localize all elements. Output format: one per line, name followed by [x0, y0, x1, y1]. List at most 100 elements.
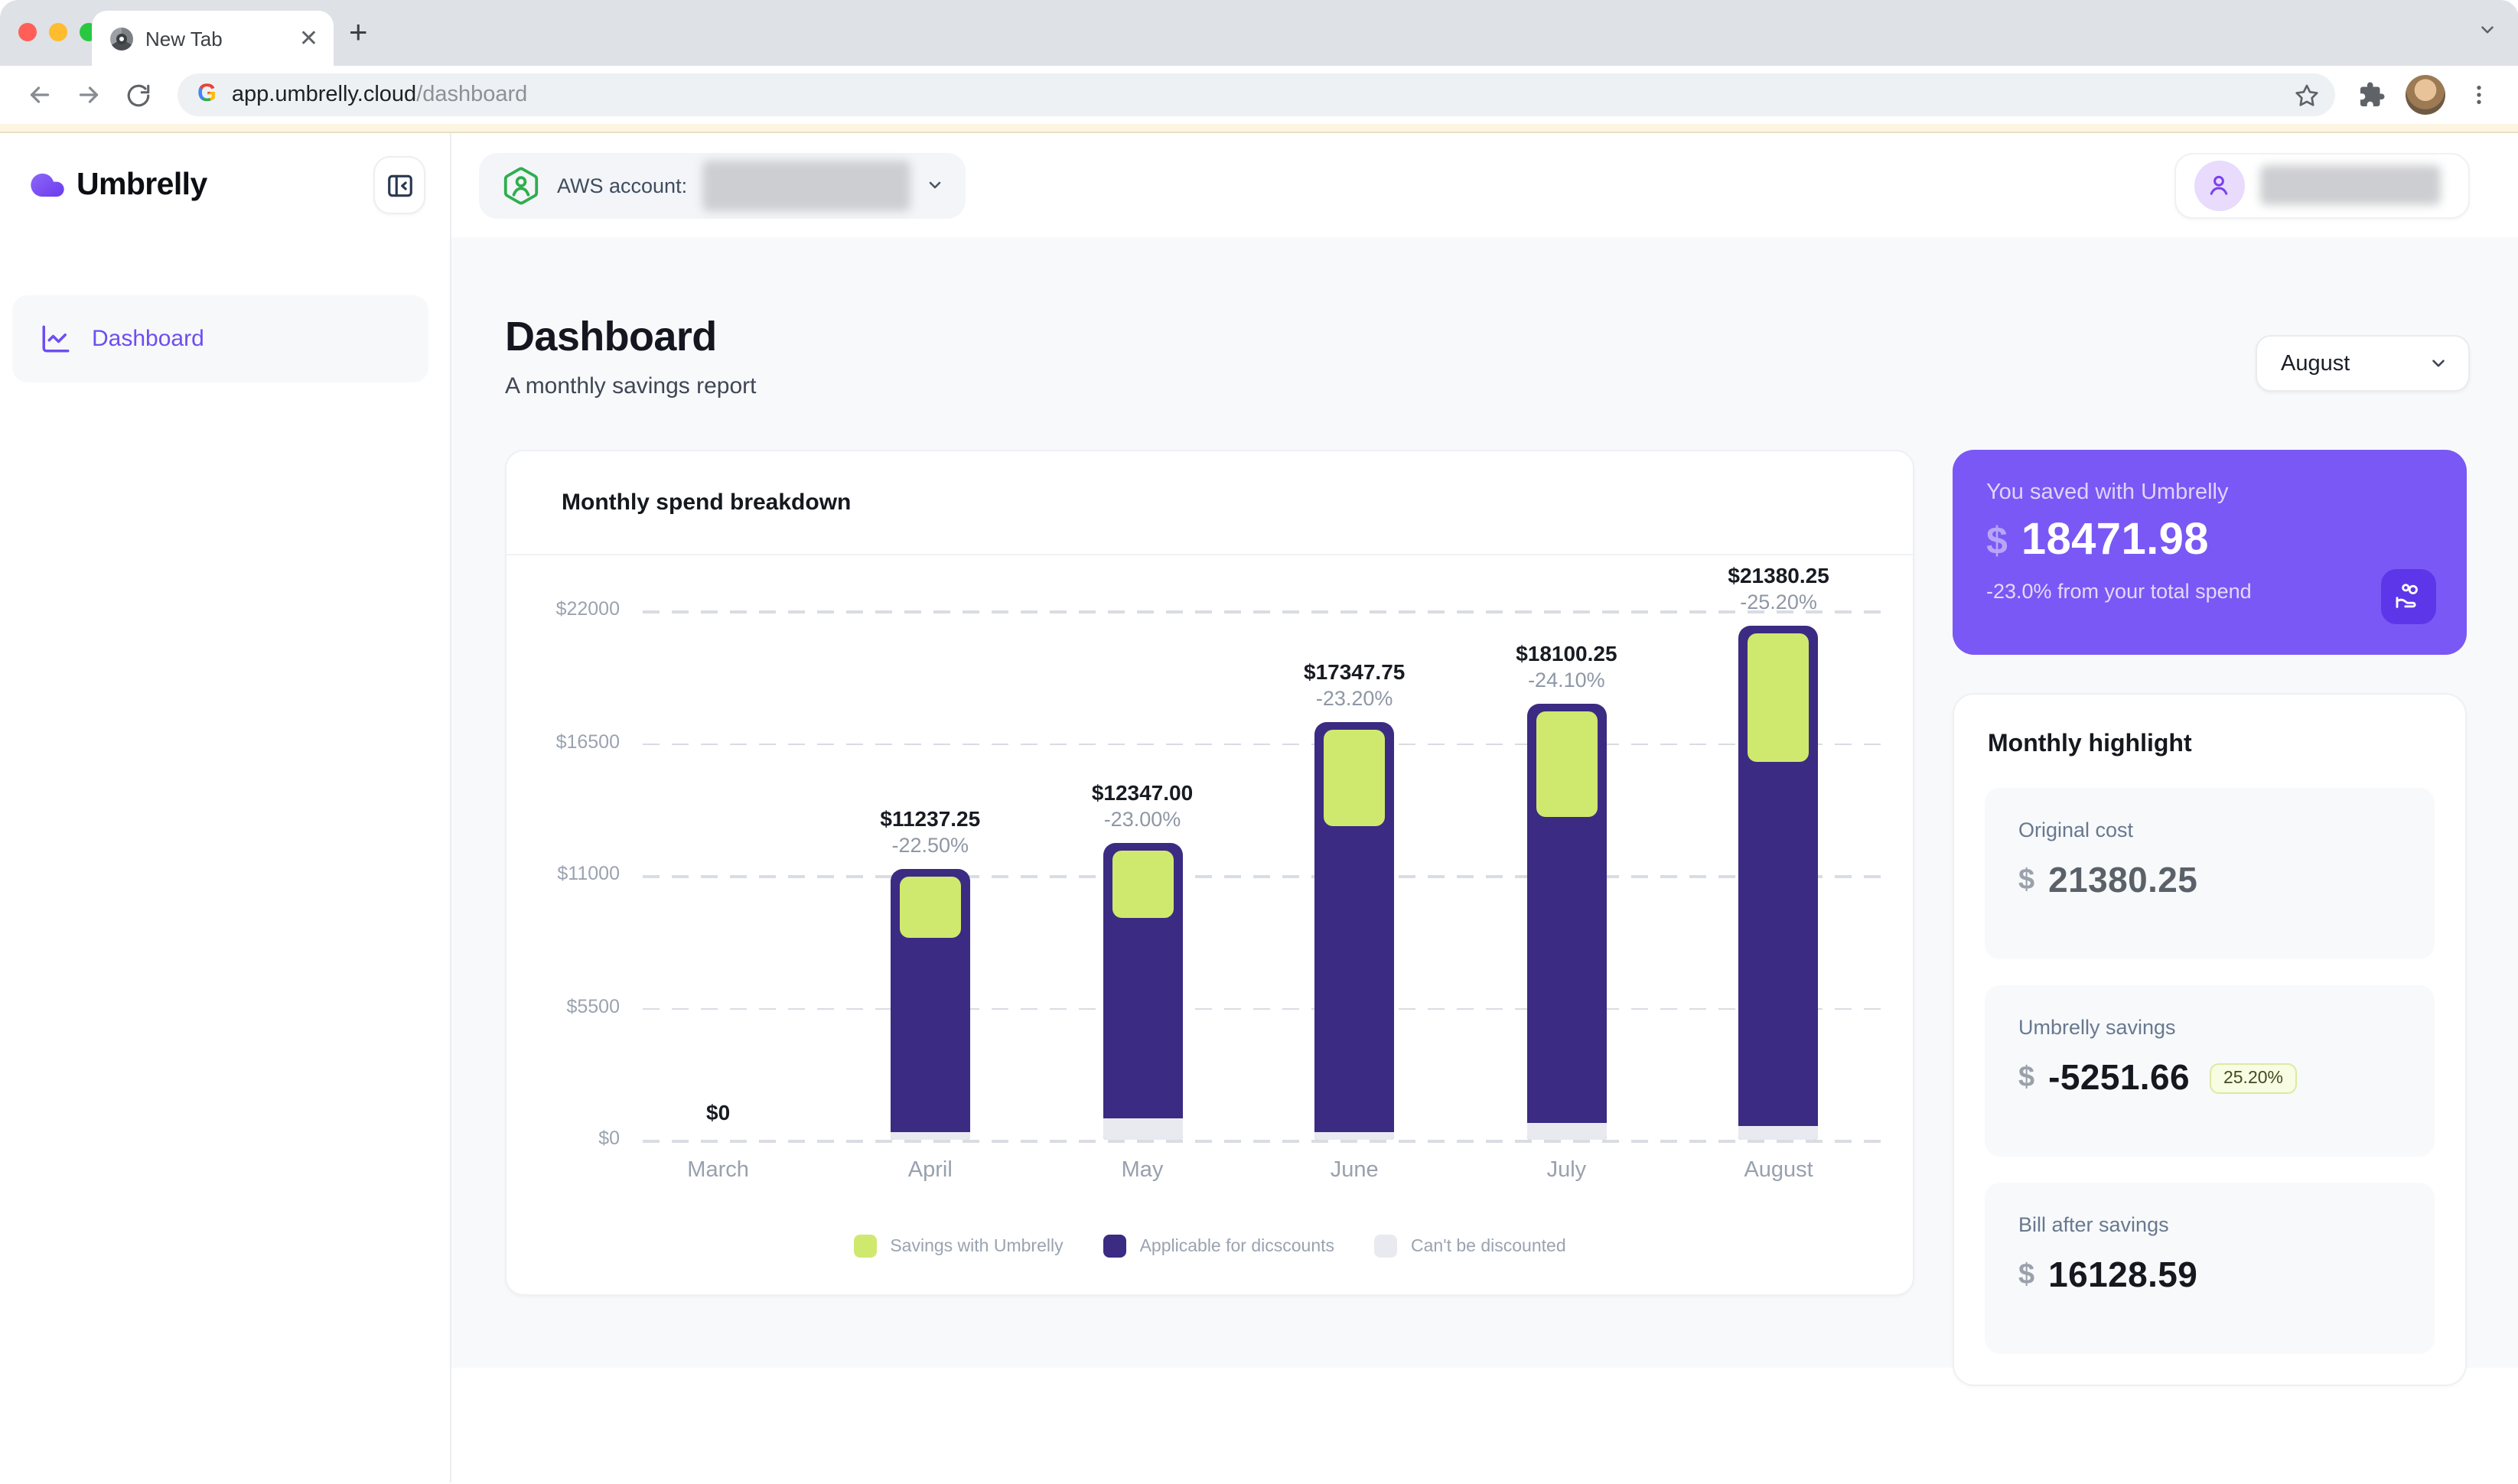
browser-profile-avatar[interactable]	[2405, 75, 2445, 115]
bar-total: $18100.25	[1516, 641, 1617, 666]
chart-legend: Savings with Umbrelly Applicable for dics…	[507, 1235, 1913, 1258]
bar-nondiscount-segment	[1738, 1126, 1819, 1140]
legend-label: Can't be discounted	[1411, 1237, 1566, 1255]
google-favicon: G	[197, 81, 217, 107]
user-menu[interactable]	[2174, 152, 2469, 218]
sidebar-item-dashboard[interactable]: Dashboard	[12, 295, 428, 382]
gridline	[643, 1140, 1891, 1142]
umbrelly-savings-value: -5251.66	[2048, 1057, 2190, 1097]
legend-swatch	[853, 1235, 877, 1258]
extensions-puzzle-icon[interactable]	[2350, 73, 2393, 116]
currency-symbol: $	[1986, 520, 2008, 563]
bar-total: $17347.75	[1304, 659, 1406, 685]
bar-august[interactable]	[1738, 625, 1819, 1140]
chart-xaxis: March April May June July August	[507, 1140, 1913, 1198]
legend-swatch	[1374, 1235, 1398, 1258]
browser-menu-dots-icon[interactable]	[2457, 73, 2500, 116]
bar-discount-percent: -23.20%	[1315, 687, 1393, 711]
bill-after-savings-value: 16128.59	[2048, 1255, 2198, 1294]
bar-total: $11237.25	[880, 806, 981, 831]
gridline	[643, 1007, 1891, 1010]
summary-column: You saved with Umbrelly $ 18471.98 -23.0…	[1953, 450, 2467, 1386]
reload-icon[interactable]	[116, 73, 159, 116]
app-root: Umbrelly Dashboard	[0, 133, 2518, 1482]
bar-savings-segment	[1536, 711, 1598, 817]
highlight-title: Monthly highlight	[1988, 731, 2192, 757]
month-select-value: August	[2281, 351, 2350, 376]
savings-caption: -23.0% from your total spend	[1986, 580, 2252, 603]
close-window-button[interactable]	[18, 23, 37, 41]
browser-tab[interactable]: New Tab ✕	[92, 11, 334, 66]
legend-label: Savings with Umbrelly	[890, 1237, 1064, 1255]
logo-text: Umbrelly	[77, 167, 207, 202]
aws-account-label: AWS account:	[557, 174, 688, 197]
legend-swatch	[1103, 1235, 1126, 1258]
bar-may[interactable]	[1103, 842, 1182, 1140]
chart-card: Monthly spend breakdown $22000 $16500 $110…	[505, 450, 1914, 1296]
bar-value-label: $0	[596, 1100, 841, 1124]
sidebar-collapse-button[interactable]	[373, 156, 425, 214]
month-select[interactable]: August	[2255, 335, 2469, 392]
bar-total: $0	[706, 1100, 731, 1124]
bar-june[interactable]	[1314, 722, 1395, 1140]
browser-toolbar: G app.umbrelly.cloud/dashboard	[0, 66, 2518, 124]
new-tab-button[interactable]: +	[349, 15, 368, 50]
x-axis-label: June	[1330, 1158, 1379, 1183]
back-icon[interactable]	[18, 73, 61, 116]
tab-search-chevron-icon[interactable]	[2477, 20, 2497, 40]
x-axis-label: May	[1121, 1158, 1164, 1183]
chart-title: Monthly spend breakdown	[507, 451, 1913, 555]
original-cost-card: Original cost $ 21380.25	[1985, 788, 2435, 959]
legend-item: Can't be discounted	[1374, 1235, 1566, 1258]
toolbar-accent-divider	[0, 124, 2518, 133]
hand-coins-icon	[2396, 584, 2418, 608]
y-tick-label: $0	[598, 1128, 620, 1149]
chart-plot: $22000 $16500 $11000 $5500 $0 $0 $11237.25 -22.…	[507, 555, 1913, 1149]
gridline	[643, 610, 1891, 613]
redacted-user-name	[2259, 165, 2440, 205]
y-tick-label: $11000	[557, 863, 620, 884]
savings-card-title: You saved with Umbrelly	[1986, 480, 2229, 505]
legend-label: Applicable for dicscounts	[1139, 1237, 1335, 1255]
user-icon	[2210, 175, 2228, 195]
app-header: AWS account:	[451, 133, 2518, 237]
url-text: app.umbrelly.cloud/dashboard	[231, 83, 528, 107]
x-axis-label: March	[687, 1158, 749, 1183]
page-content: Dashboard A monthly savings report Augus…	[451, 237, 2518, 1482]
savings-icon-tile	[2381, 569, 2436, 624]
chevron-down-icon	[929, 181, 941, 189]
bookmark-star-icon[interactable]	[2293, 82, 2319, 108]
forward-icon[interactable]	[67, 73, 110, 116]
bar-savings-segment	[1112, 850, 1173, 919]
currency-symbol: $	[2018, 864, 2035, 896]
bar-nondiscount-segment	[890, 1132, 970, 1140]
bar-discount-percent: -22.50%	[891, 834, 969, 858]
panel-collapse-icon	[387, 174, 412, 197]
sidebar-header: Umbrelly	[0, 133, 450, 237]
original-cost-value: 21380.25	[2048, 860, 2198, 900]
bar-value-label: $18100.25 -24.10%	[1444, 642, 1689, 692]
y-tick-label: $16500	[555, 731, 620, 752]
tab-close-icon[interactable]: ✕	[298, 25, 318, 51]
bar-april[interactable]	[890, 869, 970, 1140]
gridline	[643, 875, 1891, 877]
bar-nondiscount-segment	[1526, 1123, 1607, 1140]
savings-summary-card: You saved with Umbrelly $ 18471.98 -23.0…	[1953, 450, 2467, 655]
aws-account-select[interactable]: AWS account:	[479, 152, 966, 218]
y-tick-label: $5500	[566, 995, 620, 1017]
bar-value-label: $12347.00 -23.00%	[1020, 780, 1265, 831]
savings-percent-badge: 25.20%	[2209, 1063, 2297, 1093]
url-bar[interactable]: G app.umbrelly.cloud/dashboard	[178, 73, 2334, 116]
page-title-row: Dashboard A monthly savings report Augus…	[505, 314, 2469, 399]
x-axis-label: April	[907, 1158, 953, 1183]
monthly-highlight-card: Monthly highlight Original cost $ 21380.…	[1953, 693, 2467, 1386]
bar-discount-percent: -25.20%	[1740, 590, 1817, 613]
bar-savings-segment	[1748, 633, 1810, 763]
bar-value-label: $17347.75 -23.20%	[1232, 659, 1477, 710]
bar-july[interactable]	[1526, 704, 1607, 1140]
x-axis-label: August	[1744, 1158, 1813, 1183]
legend-item: Savings with Umbrelly	[853, 1235, 1064, 1258]
sidebar: Umbrelly Dashboard	[0, 133, 451, 1482]
minimize-window-button[interactable]	[49, 23, 67, 41]
